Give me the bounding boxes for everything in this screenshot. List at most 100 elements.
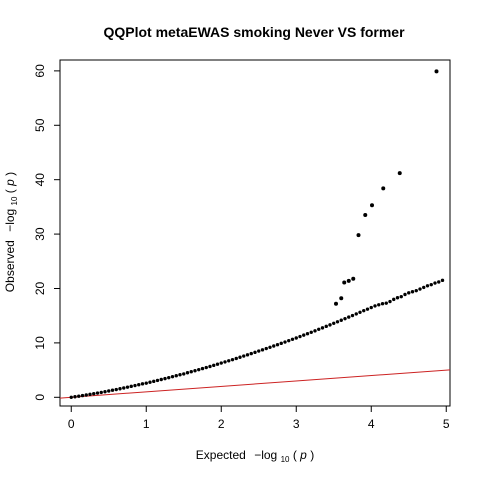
data-point bbox=[110, 388, 115, 392]
outlier-point bbox=[351, 276, 356, 281]
data-point bbox=[313, 329, 317, 333]
data-point bbox=[384, 301, 388, 305]
x-axis-label-sub: 10 bbox=[281, 455, 290, 464]
y-tick-label: 50 bbox=[33, 118, 47, 132]
data-point bbox=[350, 313, 355, 318]
data-point bbox=[399, 294, 403, 299]
data-point bbox=[275, 342, 280, 347]
y-axis-label: Observed −log 10 ( p ) bbox=[3, 172, 20, 292]
data-point bbox=[69, 395, 73, 399]
data-point bbox=[377, 303, 381, 307]
data-point bbox=[264, 346, 268, 351]
outlier-point bbox=[346, 278, 351, 283]
x-axis-label-main: −log bbox=[254, 448, 277, 462]
x-axis: 0 1 2 3 4 5 bbox=[68, 405, 450, 431]
data-point bbox=[80, 393, 85, 398]
data-point bbox=[418, 287, 422, 291]
data-point bbox=[103, 389, 107, 394]
data-point bbox=[380, 302, 385, 306]
data-point bbox=[215, 362, 220, 366]
data-point bbox=[302, 333, 306, 337]
data-point bbox=[279, 341, 283, 346]
data-point bbox=[200, 366, 205, 371]
y-axis-label-arg: p bbox=[3, 179, 17, 187]
data-point bbox=[354, 312, 358, 316]
y-axis-label-main: −log bbox=[3, 209, 17, 232]
y-axis-label-prefix: Observed bbox=[3, 240, 17, 292]
y-tick-label: 30 bbox=[33, 227, 47, 241]
data-point bbox=[373, 304, 377, 308]
x-axis-label: Expected −log 10 ( p ) bbox=[196, 448, 314, 465]
data-point bbox=[227, 359, 231, 363]
data-point bbox=[77, 394, 81, 398]
y-tick-label: 40 bbox=[33, 173, 47, 187]
data-point bbox=[343, 316, 347, 321]
data-point bbox=[95, 391, 100, 395]
data-point bbox=[414, 288, 418, 293]
data-point bbox=[140, 382, 145, 386]
outlier-point bbox=[356, 233, 361, 238]
x-tick-label: 5 bbox=[443, 417, 450, 431]
data-point bbox=[294, 336, 298, 340]
x-axis-label-arg: p bbox=[299, 448, 307, 462]
outlier-point bbox=[363, 213, 368, 218]
data-point bbox=[365, 307, 370, 311]
y-tick-label: 20 bbox=[33, 281, 47, 295]
data-point bbox=[253, 350, 257, 355]
data-point bbox=[433, 281, 437, 285]
data-point bbox=[257, 349, 261, 353]
points-layer bbox=[69, 69, 445, 399]
data-point bbox=[84, 393, 88, 397]
data-point bbox=[407, 291, 411, 295]
data-point bbox=[260, 348, 265, 352]
plot-frame bbox=[59, 59, 451, 407]
data-point bbox=[305, 331, 310, 336]
data-point bbox=[107, 389, 111, 393]
data-point bbox=[332, 321, 336, 326]
y-axis-label-sub: 10 bbox=[10, 196, 19, 205]
data-point bbox=[152, 379, 156, 384]
plot-area bbox=[59, 59, 451, 407]
outlier-point bbox=[381, 186, 386, 191]
data-point bbox=[212, 363, 216, 368]
data-point bbox=[163, 376, 167, 381]
x-tick-label: 0 bbox=[68, 417, 75, 431]
data-point bbox=[410, 290, 415, 294]
data-point bbox=[272, 344, 276, 348]
x-tick-label: 1 bbox=[143, 417, 150, 431]
data-point bbox=[219, 361, 223, 365]
data-point bbox=[178, 373, 182, 377]
data-point bbox=[118, 387, 122, 391]
data-point bbox=[320, 326, 325, 330]
data-point bbox=[155, 378, 160, 383]
data-point bbox=[133, 383, 137, 388]
outlier-point bbox=[370, 203, 374, 208]
data-point bbox=[122, 386, 126, 390]
data-point bbox=[189, 370, 193, 374]
data-point bbox=[324, 324, 328, 329]
data-point bbox=[204, 365, 208, 370]
data-point bbox=[92, 392, 96, 396]
y-axis: 0 10 20 30 40 50 60 bbox=[33, 64, 61, 401]
data-point bbox=[403, 292, 407, 297]
data-point bbox=[144, 381, 148, 385]
data-point bbox=[339, 318, 343, 322]
outlier-point bbox=[334, 301, 338, 306]
data-point bbox=[129, 384, 133, 389]
data-point bbox=[167, 375, 171, 380]
data-point bbox=[392, 297, 396, 302]
data-point bbox=[347, 315, 351, 319]
data-point bbox=[125, 385, 130, 389]
data-point bbox=[429, 282, 433, 287]
chart-title: QQPlot metaEWAS smoking Never VS former bbox=[103, 24, 405, 40]
data-point bbox=[422, 285, 426, 290]
data-point bbox=[193, 368, 197, 373]
data-point bbox=[249, 351, 253, 356]
data-point bbox=[309, 330, 313, 334]
data-point bbox=[182, 372, 186, 376]
data-point bbox=[170, 374, 175, 379]
data-point bbox=[159, 377, 163, 382]
data-point bbox=[238, 355, 242, 359]
data-point bbox=[242, 354, 246, 358]
